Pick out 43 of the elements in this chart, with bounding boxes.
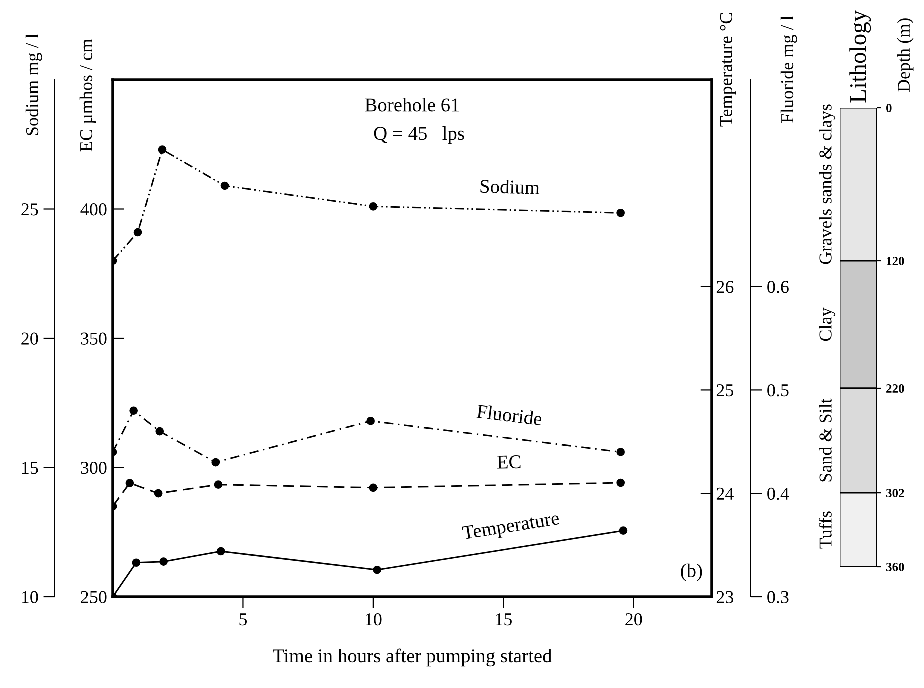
y-axis-title: Sodium mg / l — [26, 34, 42, 136]
y-tick-label: 220 — [886, 384, 904, 393]
x-tick-label: 5 — [240, 614, 248, 626]
y-tick-label: 0.4 — [768, 488, 790, 500]
x-tick-label: 20 — [626, 613, 642, 626]
chart-title: Lithology — [850, 10, 872, 103]
text: Sand & Silt — [819, 398, 832, 482]
y-tick-label: 15 — [22, 462, 38, 474]
x-tick-label: 15 — [496, 614, 512, 626]
y2-tick-label: 350 — [81, 332, 107, 345]
text: Tuffs — [819, 512, 832, 549]
text: Temperature — [462, 512, 560, 544]
y2-axis-title: EC µmhos / cm — [80, 39, 96, 152]
y3-axis-title: Temperature °C — [720, 13, 736, 127]
y-tick-label: 0 — [886, 104, 892, 112]
y3-tick-label: 23 — [716, 591, 734, 604]
y3-tick-label: 25 — [716, 384, 734, 397]
y-tick-label: 120 — [887, 257, 904, 266]
y-tick-label: 20 — [22, 332, 38, 345]
series-label: EC — [497, 455, 521, 469]
y3-tick-label: 26 — [716, 281, 734, 294]
text: Borehole 61 — [365, 98, 460, 112]
y-tick-label: 25 — [22, 204, 38, 216]
y-axis-title: Depth (m) — [897, 18, 914, 92]
text: Clay — [819, 308, 836, 342]
y2-tick-label: 400 — [80, 204, 107, 216]
y-tick-label: 10 — [22, 591, 38, 604]
series-label: Sodium — [480, 179, 540, 195]
y-tick-label: 0.6 — [768, 281, 789, 294]
y-axis-title: Fluoride mg / l — [780, 16, 798, 124]
x-axis-title: Time in hours after pumping started — [273, 648, 552, 667]
text: Q = 45 lps — [374, 126, 464, 144]
y-tick-label: 360 — [886, 563, 904, 572]
y-tick-label: 0.3 — [768, 591, 789, 604]
y2-tick-label: 250 — [81, 591, 107, 604]
y3-tick-label: 24 — [716, 488, 734, 500]
text: Gravels sands & clays — [819, 104, 836, 264]
text: Fluoride — [476, 404, 543, 426]
y-tick-label: 302 — [886, 489, 904, 498]
annotation: (b) — [681, 564, 702, 582]
y2-tick-label: 300 — [81, 462, 107, 474]
x-tick-label: 10 — [366, 613, 382, 626]
y-tick-label: 0.5 — [768, 384, 789, 397]
